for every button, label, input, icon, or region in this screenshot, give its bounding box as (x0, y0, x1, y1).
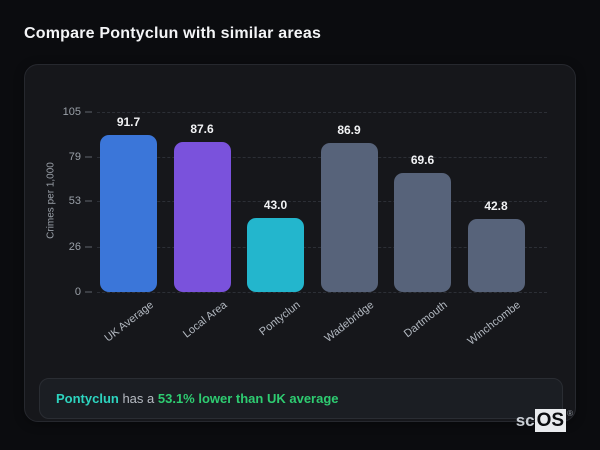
bar-wadebridge[interactable] (320, 143, 378, 292)
gridline (97, 112, 547, 113)
summary-connector-text: has a (118, 391, 158, 406)
y-axis-tick-label: 0 (74, 286, 81, 298)
y-axis-tick-mark (85, 200, 92, 202)
x-axis-label-local-area: Local Area (181, 299, 230, 341)
gridline (97, 292, 547, 293)
scos-logo: sc OS ® (515, 409, 573, 432)
bar-local-area[interactable] (173, 141, 231, 292)
y-axis-tick-mark (85, 111, 92, 113)
registered-trademark-icon: ® (567, 409, 573, 418)
bar-winchcombe[interactable] (467, 218, 525, 292)
bar-value-label-pontyclun: 43.0 (263, 198, 288, 213)
x-axis-label-uk-average: UK Average (102, 299, 156, 345)
chart-card: Crimes per 1,000 0 26 53 79 105 91.7 UK Averag… (24, 64, 576, 422)
bar-value-label-wadebridge: 86.9 (337, 123, 361, 138)
y-axis-tick-mark (85, 156, 92, 158)
bar-dartmouth[interactable] (394, 172, 451, 292)
summary-note: Pontyclun has a 53.1% lower than UK aver… (39, 378, 563, 419)
bar-value-label-local-area: 87.6 (190, 121, 214, 136)
bar-value-label-dartmouth: 69.6 (410, 152, 435, 167)
page-title: Compare Pontyclun with similar areas (24, 25, 322, 42)
y-axis-tick-label: 105 (62, 106, 81, 118)
bar-uk-average[interactable] (100, 134, 157, 292)
y-axis-tick-mark (85, 246, 92, 248)
logo-prefix: sc (515, 411, 535, 430)
x-axis-label-wadebridge: Wadebridge (322, 299, 377, 345)
summary-stat-text: 53.1% lower than UK average (157, 391, 339, 406)
x-axis-label-pontyclun: Pontyclun (257, 299, 303, 339)
y-axis-tick-mark (85, 291, 92, 293)
logo-boxed-text: OS (534, 409, 567, 432)
bar-value-label-winchcombe: 42.8 (484, 198, 508, 213)
bar-chart: Crimes per 1,000 0 26 53 79 105 91.7 UK Averag… (25, 65, 577, 375)
bar-value-label-uk-average: 91.7 (116, 114, 141, 129)
summary-area-name: Pontyclun (56, 391, 119, 406)
bar-pontyclun[interactable] (247, 218, 304, 292)
y-axis-tick-label: 53 (68, 195, 81, 208)
y-axis-tick-label: 26 (68, 241, 81, 254)
x-axis-label-dartmouth: Dartmouth (402, 299, 450, 341)
y-axis-tick-label: 79 (68, 150, 81, 163)
x-axis-label-winchcombe: Winchcombe (465, 299, 524, 348)
